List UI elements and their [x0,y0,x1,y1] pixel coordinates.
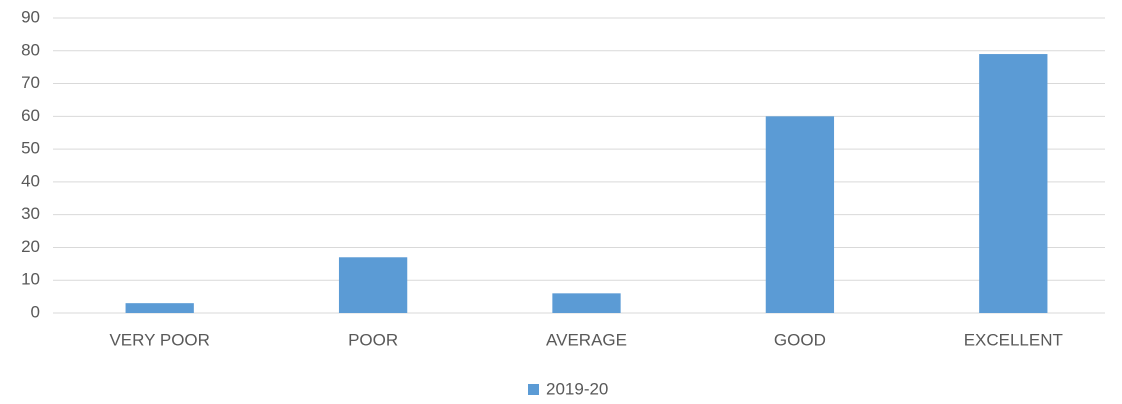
y-tick-label: 90 [21,7,40,26]
x-tick-label: GOOD [774,330,826,349]
y-tick-label: 0 [31,302,40,321]
bar [338,257,408,313]
bar [979,54,1048,314]
y-tick-label: 40 [21,171,40,190]
y-tick-label: 50 [21,139,40,158]
legend-label: 2019-20 [546,379,608,398]
y-tick-label: 60 [21,106,40,125]
x-tick-label: POOR [348,330,398,349]
x-tick-label: AVERAGE [546,330,627,349]
y-tick-label: 70 [21,73,40,92]
x-tick-label: VERY POOR [109,330,209,349]
bar [552,293,621,313]
y-tick-label: 80 [21,40,40,59]
y-tick-label: 30 [21,204,40,223]
y-tick-label: 20 [21,237,40,256]
legend-swatch [528,384,539,395]
bar [125,303,194,313]
x-tick-label: EXCELLENT [964,330,1063,349]
bar [765,116,835,313]
y-tick-label: 10 [21,270,40,289]
